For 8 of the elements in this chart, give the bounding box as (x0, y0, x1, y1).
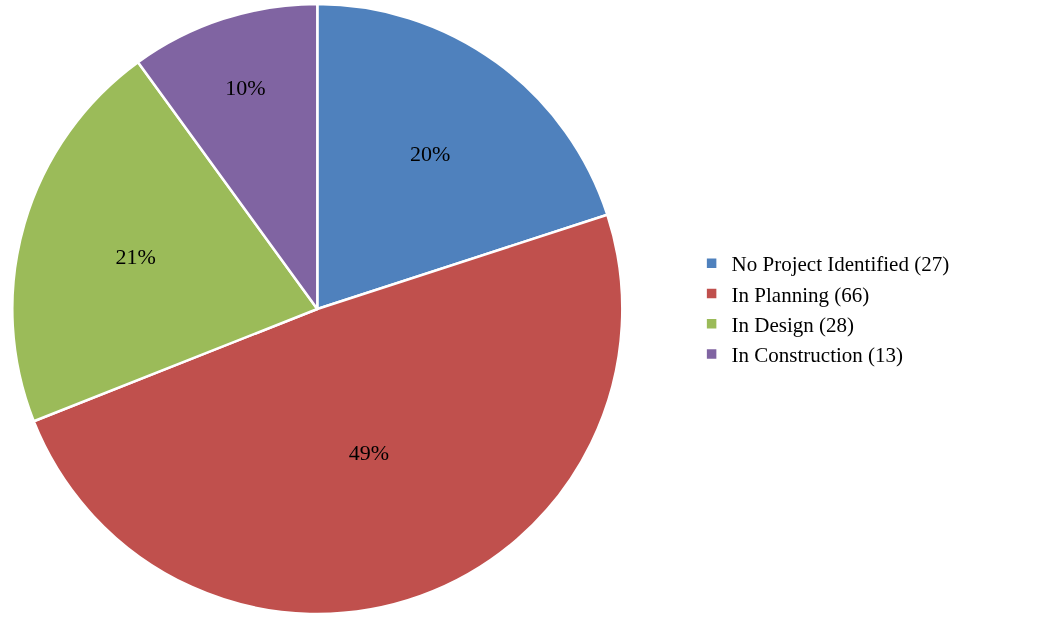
data-label: 10% (225, 74, 266, 100)
legend-label: In Design (28) (731, 312, 855, 337)
data-label: 49% (348, 440, 390, 466)
legend-label: No Project Identified (27) (731, 252, 950, 277)
legend-label: In Construction (13) (731, 343, 904, 368)
data-label: 20% (410, 141, 451, 167)
legend-label: In Planning (66) (731, 282, 870, 307)
data-label: 21% (115, 243, 156, 269)
